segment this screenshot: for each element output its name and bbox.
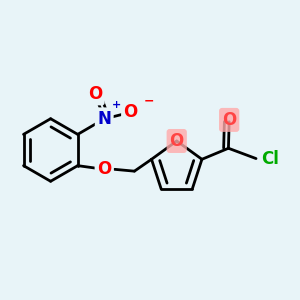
- Text: Cl: Cl: [262, 150, 279, 168]
- Text: N: N: [97, 110, 111, 128]
- Text: −: −: [144, 95, 154, 108]
- Text: O: O: [169, 132, 184, 150]
- Text: +: +: [112, 100, 122, 110]
- Text: O: O: [88, 85, 102, 103]
- Text: O: O: [222, 111, 236, 129]
- Text: O: O: [124, 103, 138, 121]
- Text: O: O: [97, 160, 111, 178]
